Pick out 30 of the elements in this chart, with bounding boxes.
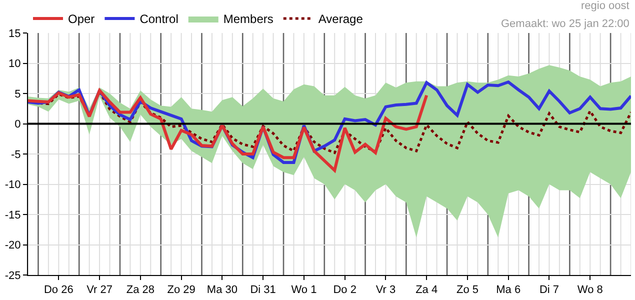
y-tick-label: 5 xyxy=(14,88,21,100)
x-tick-label: Za 28 xyxy=(126,284,154,296)
y-tick-label: 0 xyxy=(14,118,21,131)
y-tick-label: -25 xyxy=(4,270,21,282)
legend-label: Control xyxy=(140,12,178,26)
y-tick-label: 10 xyxy=(8,58,21,70)
x-tick-label: Di 31 xyxy=(250,284,276,296)
y-tick-label: -10 xyxy=(4,179,21,192)
y-tick-label: -20 xyxy=(4,240,21,252)
x-tick-label: Di 7 xyxy=(539,284,560,296)
x-tick-label: Wo 8 xyxy=(577,284,603,296)
y-tick-label: -5 xyxy=(11,148,21,161)
legend-label: Oper xyxy=(68,12,95,26)
x-tick-label: Do 2 xyxy=(333,284,356,296)
x-tick-label: Ma 6 xyxy=(496,284,521,296)
x-tick-label: Vr 27 xyxy=(86,284,112,296)
y-tick-label: 15 xyxy=(8,28,21,40)
text: regio oost xyxy=(581,0,630,12)
text: Gemaakt: wo 25 jan 22:00 xyxy=(501,18,630,30)
y-tick-label: -15 xyxy=(4,209,21,222)
legend-label: Average xyxy=(318,12,364,26)
legend-label: Members xyxy=(223,12,274,26)
x-tick-label: Vr 3 xyxy=(376,284,396,296)
x-tick-label: Do 26 xyxy=(44,284,74,296)
x-tick-label: Wo 1 xyxy=(291,284,317,296)
x-tick-label: Zo 29 xyxy=(167,284,196,296)
x-tick-label: Zo 5 xyxy=(456,284,478,296)
x-tick-label: Za 4 xyxy=(416,284,438,296)
line-series xyxy=(28,88,428,172)
x-tick-label: Ma 30 xyxy=(206,284,238,296)
